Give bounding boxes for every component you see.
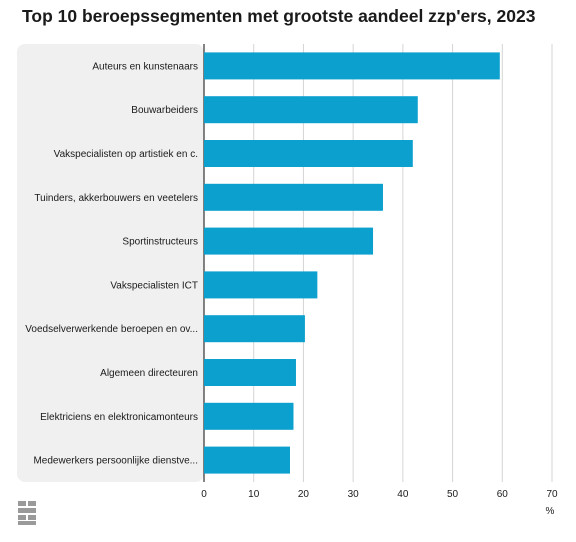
category-label: Vakspecialisten ICT	[110, 280, 198, 291]
category-label: Sportinstructeurs	[122, 237, 198, 248]
cbs-logo-icon	[18, 501, 36, 525]
x-tick-label: 60	[497, 489, 509, 500]
category-label: Auteurs en kunstenaars	[92, 61, 198, 72]
category-label: Voedselverwerkende beroepen en ov...	[25, 324, 198, 335]
x-tick-label: 0	[201, 489, 207, 500]
bar	[204, 315, 305, 343]
x-axis-ticks: 0 10 20 30 40 50 60 70	[201, 489, 558, 500]
x-tick-label: 50	[447, 489, 459, 500]
x-tick-label: 10	[248, 489, 260, 500]
bar	[204, 359, 296, 386]
category-label: Elektriciens en elektronicamonteurs	[40, 412, 198, 423]
x-axis-unit: %	[546, 506, 555, 517]
category-labels: Auteurs en kunstenaars Bouwarbeiders Vaksp…	[25, 61, 198, 466]
x-tick-label: 20	[298, 489, 310, 500]
x-tick-label: 40	[397, 489, 409, 500]
bar	[204, 52, 500, 80]
category-label-panel	[17, 44, 204, 482]
bar	[204, 140, 413, 167]
bar	[204, 227, 374, 255]
category-label: Vakspecialisten op artistiek en c.	[54, 149, 198, 160]
x-tick-label: 30	[348, 489, 360, 500]
bar	[204, 402, 294, 430]
bar	[204, 446, 291, 474]
category-label: Medewerkers persoonlijke dienstve...	[33, 456, 198, 467]
bar	[204, 96, 418, 124]
bar	[204, 183, 383, 211]
category-label: Algemeen directeuren	[100, 368, 198, 379]
chart-title: Top 10 beroepssegmenten met grootste aan…	[22, 6, 536, 26]
category-label: Bouwarbeiders	[131, 105, 198, 116]
x-tick-label: 70	[546, 489, 558, 500]
bar	[204, 271, 318, 299]
bars	[204, 52, 500, 474]
category-label: Tuinders, akkerbouwers en veetelers	[34, 193, 198, 204]
